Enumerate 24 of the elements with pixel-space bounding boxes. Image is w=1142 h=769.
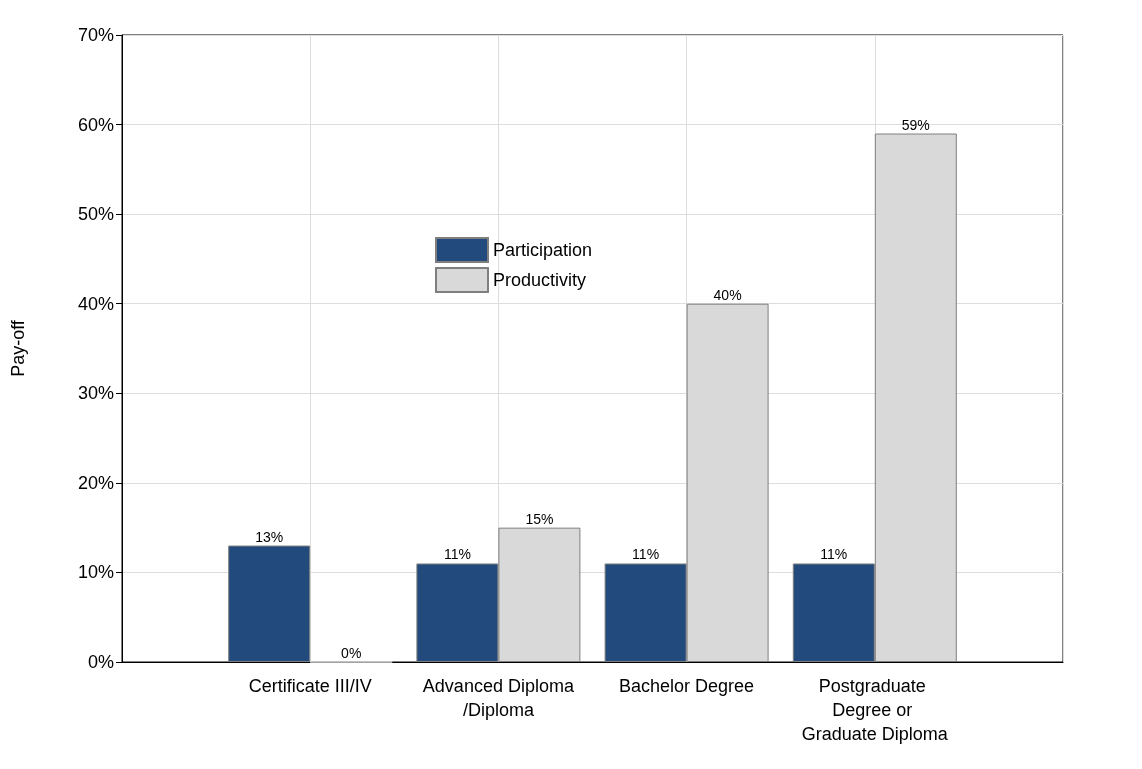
y-axis-title: Pay-off (8, 319, 28, 377)
data-label: 11% (632, 546, 660, 563)
y-tick-label: 30% (77, 383, 114, 404)
data-label: 11% (820, 546, 848, 563)
y-tick-label: 40% (77, 293, 114, 314)
x-tick-label: Certificate III/IV (248, 676, 372, 696)
data-label: 40% (713, 286, 742, 303)
x-tick-label: Advanced Diploma/Diploma (422, 676, 575, 720)
data-label: 0% (341, 644, 362, 661)
bar (228, 545, 311, 662)
y-tick-label: 70% (77, 25, 114, 45)
data-label: 11% (443, 546, 471, 563)
legend-label: Productivity (493, 270, 587, 290)
legend-label: Participation (493, 240, 593, 260)
x-tick-label: Postgraduate Degree or Graduate Diploma (801, 676, 949, 744)
y-tick-label: 0% (87, 652, 114, 672)
x-tick-label: Bachelor Degree (619, 676, 755, 696)
y-tick-label: 60% (77, 114, 114, 135)
y-tick-label: 50% (77, 204, 114, 225)
y-tick-label: 20% (77, 472, 114, 493)
data-label: 59% (901, 116, 930, 133)
data-label: 15% (525, 510, 554, 527)
y-tick-label: 10% (77, 562, 114, 583)
data-label: 13% (255, 528, 284, 545)
